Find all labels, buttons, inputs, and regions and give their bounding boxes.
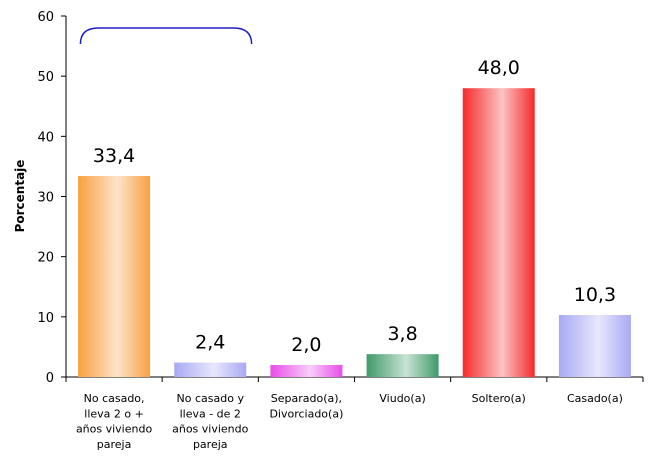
y-tick-label: 20 xyxy=(37,251,54,266)
category-label-line: Divorciado(a) xyxy=(269,407,343,420)
y-tick-label: 10 xyxy=(37,311,54,326)
y-tick-label: 60 xyxy=(37,10,54,25)
y-axis-label: Porcentaje xyxy=(13,160,27,233)
y-tick-label: 0 xyxy=(46,371,54,386)
category-label-line: Soltero(a) xyxy=(472,392,526,405)
category-label: Soltero(a) xyxy=(472,392,526,405)
category-label-line: lleva - de 2 xyxy=(180,407,241,420)
bar-value-label: 33,4 xyxy=(93,145,135,167)
category-label-line: No casado y xyxy=(177,392,245,405)
bar xyxy=(270,364,343,377)
category-label-line: años viviendo xyxy=(172,423,249,436)
labels: 33,4 No casado, lleva 2 o + años viviendo pa… xyxy=(76,27,623,451)
y-tick-label: 40 xyxy=(37,130,54,145)
category-label-line: Viudo(a) xyxy=(379,392,425,405)
category-label: Separado(a), Divorciado(a) xyxy=(269,392,343,420)
category-label: No casado, lleva 2 o + años viviendo pareja xyxy=(76,392,153,451)
category-label-line: lleva 2 o + xyxy=(84,407,144,420)
y-tick-label: 30 xyxy=(37,191,54,206)
category-label: Casado(a) xyxy=(567,392,623,405)
bar xyxy=(462,88,535,377)
category-label-line: pareja xyxy=(97,438,132,451)
axes: 0 10 20 30 40 50 60 xyxy=(37,10,644,386)
bar xyxy=(366,354,439,377)
bar xyxy=(78,176,151,377)
category-label: No casado y lleva - de 2 años viviendo pare… xyxy=(172,392,249,451)
group-bracket xyxy=(79,27,253,45)
bars xyxy=(78,88,631,377)
category-label-line: No casado, xyxy=(84,392,145,405)
category-label-line: años viviendo xyxy=(76,423,153,436)
bar-value-label: 48,0 xyxy=(478,57,520,79)
bar-value-label: 2,4 xyxy=(195,332,225,354)
y-tick-label: 50 xyxy=(37,70,54,85)
category-label-line: Separado(a), xyxy=(271,392,342,405)
category-label-line: pareja xyxy=(193,438,228,451)
bar-value-label: 10,3 xyxy=(574,284,616,306)
bar xyxy=(174,362,247,377)
category-label: Viudo(a) xyxy=(379,392,425,405)
bar-value-label: 2,0 xyxy=(291,334,321,356)
category-label-line: Casado(a) xyxy=(567,392,623,405)
bar-value-label: 3,8 xyxy=(387,323,417,345)
bar xyxy=(558,315,631,377)
